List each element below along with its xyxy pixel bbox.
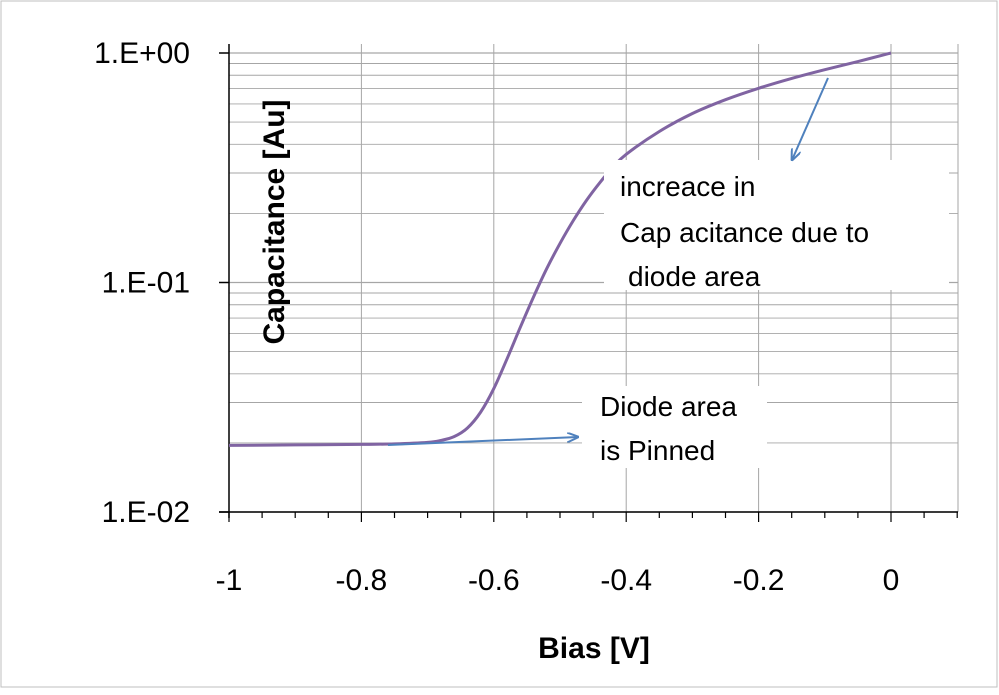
x-tick-label: -0.4 — [600, 564, 652, 597]
series-line-0 — [228, 51, 892, 447]
annotation-box — [582, 386, 767, 468]
axes — [219, 44, 958, 522]
x-tick-label: -0.2 — [733, 564, 785, 597]
annotations: increace in Cap acitance due to diode area… — [387, 77, 949, 468]
annotation-text: increace in — [620, 171, 755, 202]
annotation-text: Diode area — [600, 391, 737, 422]
annotation-text: diode area — [628, 261, 761, 292]
y-tick-label: 1.E-01 — [102, 267, 190, 300]
x-tick-label: -0.6 — [468, 564, 520, 597]
series-layer — [228, 51, 892, 447]
x-axis-title: Bias [V] — [538, 632, 650, 665]
axis-labels: 1.E-02 1.E-01 1.E+00 -1 -0.8 -0.6 -0.4 -0.2 0 Bia… — [94, 37, 899, 665]
x-tick-label: -0.8 — [336, 564, 388, 597]
annotation-arrow — [387, 437, 578, 446]
annotation-arrow — [792, 77, 829, 160]
x-tick-label: -1 — [216, 564, 243, 597]
annotation-text: is Pinned — [600, 435, 715, 466]
annotation-box — [604, 160, 949, 290]
y-axis-title: Capacitance [Au] — [258, 99, 291, 344]
annotation-text: Cap acitance due to — [620, 217, 869, 248]
y-tick-label: 1.E+00 — [94, 37, 190, 70]
y-tick-label: 1.E-02 — [102, 496, 190, 529]
x-tick-label: 0 — [883, 564, 900, 597]
